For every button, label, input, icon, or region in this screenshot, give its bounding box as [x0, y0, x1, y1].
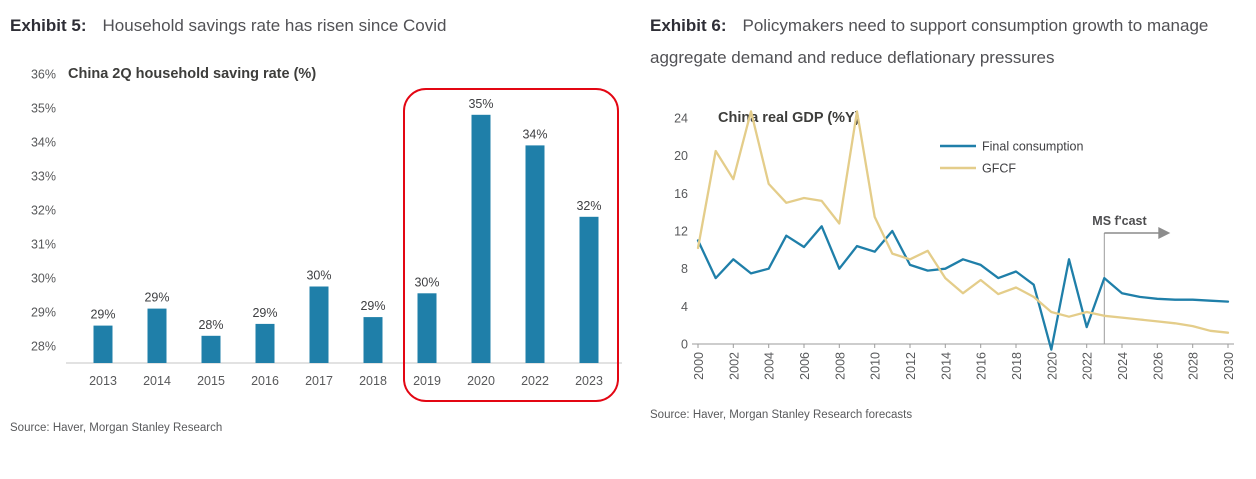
y-axis-tick-label: 8: [681, 262, 688, 276]
y-axis-tick-label: 36%: [31, 68, 56, 82]
x-axis-tick-label: 2013: [89, 374, 117, 388]
y-axis-tick-label: 30%: [31, 272, 56, 286]
bar-chart-title: China 2Q household saving rate (%): [68, 66, 316, 82]
y-axis-tick-label: 12: [674, 224, 688, 238]
x-axis-tick-label: 2022: [1081, 352, 1095, 380]
x-axis-tick-label: 2000: [692, 352, 706, 380]
x-axis-tick-label: 2008: [833, 352, 847, 380]
y-axis-tick-label: 16: [674, 186, 688, 200]
bar-2013: [93, 325, 113, 364]
y-axis-tick-label: 33%: [31, 170, 56, 184]
series-line-gfcf: [696, 109, 1230, 334]
bar-value-label: 29%: [90, 308, 115, 322]
x-axis-tick-label: 2028: [1187, 352, 1201, 380]
bar-2022: [525, 145, 545, 364]
bar-2020: [471, 115, 491, 364]
bar-2019: [417, 293, 437, 364]
x-axis-tick-label: 2023: [575, 374, 603, 388]
forecast-label: MS f'cast: [1092, 214, 1147, 228]
exhibit6-heading: Exhibit 6: Policymakers need to support c…: [650, 10, 1250, 75]
bar-value-label: 29%: [360, 299, 385, 313]
exhibit5-label: Exhibit 5:: [10, 16, 87, 35]
y-axis-tick-label: 4: [681, 299, 688, 313]
y-axis-tick-label: 20: [674, 149, 688, 163]
y-axis-tick-label: 32%: [31, 204, 56, 218]
exhibit6-title: Policymakers need to support consumption…: [650, 16, 1209, 68]
bar-2015: [201, 336, 221, 364]
bar-value-label: 35%: [468, 97, 493, 111]
exhibit5-panel: Exhibit 5: Household savings rate has ris…: [10, 10, 628, 434]
y-axis-tick-label: 28%: [31, 340, 56, 354]
exhibit6-panel: Exhibit 6: Policymakers need to support c…: [650, 10, 1250, 421]
bar-chart-svg: China 2Q household saving rate (%) 28% 29%…: [31, 66, 622, 403]
household-saving-bar-chart: China 2Q household saving rate (%) 28% 29%…: [10, 45, 628, 414]
x-axis-tick-label: 2030: [1222, 352, 1236, 380]
bar-2023: [579, 217, 599, 364]
x-axis-tick-label: 2026: [1151, 352, 1165, 380]
x-axis-tick-label: 2016: [975, 352, 989, 380]
exhibit5-heading: Exhibit 5: Household savings rate has ris…: [10, 10, 628, 42]
x-axis-tick-label: 2006: [798, 352, 812, 380]
bar-2017: [309, 286, 329, 364]
y-axis-tick-label: 31%: [31, 238, 56, 252]
bar-value-label: 30%: [306, 269, 331, 283]
exhibit6-label: Exhibit 6:: [650, 16, 727, 35]
x-axis-tick-label: 2016: [251, 374, 279, 388]
forecast-arrow-head: [1158, 226, 1171, 239]
y-axis-tick-label: 29%: [31, 306, 56, 320]
bar-value-label: 28%: [198, 318, 223, 332]
x-axis-tick-label: 2018: [1010, 352, 1024, 380]
bar-value-label: 29%: [252, 306, 277, 320]
x-axis-tick-label: 2020: [1045, 352, 1059, 380]
x-axis-tick-label: 2018: [359, 374, 387, 388]
bar-value-label: 34%: [522, 128, 547, 142]
x-axis-tick-label: 2024: [1116, 352, 1130, 380]
x-axis-tick-label: 2017: [305, 374, 333, 388]
exhibit5-source: Source: Haver, Morgan Stanley Research: [10, 422, 223, 435]
bar-value-label: 30%: [414, 276, 439, 290]
x-axis-tick-label: 2015: [197, 374, 225, 388]
bar-value-label: 32%: [576, 199, 601, 213]
covid-highlight-box: [403, 88, 619, 403]
exhibit6-source: Source: Haver, Morgan Stanley Research f…: [650, 408, 913, 421]
bar-2016: [255, 324, 275, 364]
y-axis-tick-label: 35%: [31, 102, 56, 116]
series-line-final-consumption: [696, 224, 1230, 351]
x-axis-tick-label: 2012: [904, 352, 918, 380]
x-axis-tick-label: 2020: [467, 374, 495, 388]
x-axis-tick-label: 2014: [143, 374, 171, 388]
x-axis-tick-label: 2010: [869, 352, 883, 380]
exhibit5-title: Household savings rate has risen since C…: [102, 16, 447, 35]
y-axis-tick-label: 34%: [31, 136, 56, 150]
legend-label: GFCF: [982, 161, 1016, 175]
x-axis-tick-label: 2014: [939, 352, 953, 380]
x-axis-tick-label: 2004: [763, 352, 777, 380]
x-axis-tick-label: 2022: [521, 374, 549, 388]
china-gdp-line-chart: China real GDP (%Y) 0 4 8 12 16 20 24 2000 2002 20…: [650, 78, 1250, 395]
line-chart-title: China real GDP (%Y): [718, 110, 860, 126]
y-axis-tick-label: 24: [674, 111, 688, 125]
x-axis-tick-label: 2019: [413, 374, 441, 388]
bar-value-label: 29%: [144, 291, 169, 305]
bar-2018: [363, 317, 383, 364]
y-axis-tick-label: 0: [681, 337, 688, 351]
x-axis-tick-label: 2002: [727, 352, 741, 380]
bar-2014: [147, 308, 167, 364]
legend-label: Final consumption: [982, 139, 1083, 153]
